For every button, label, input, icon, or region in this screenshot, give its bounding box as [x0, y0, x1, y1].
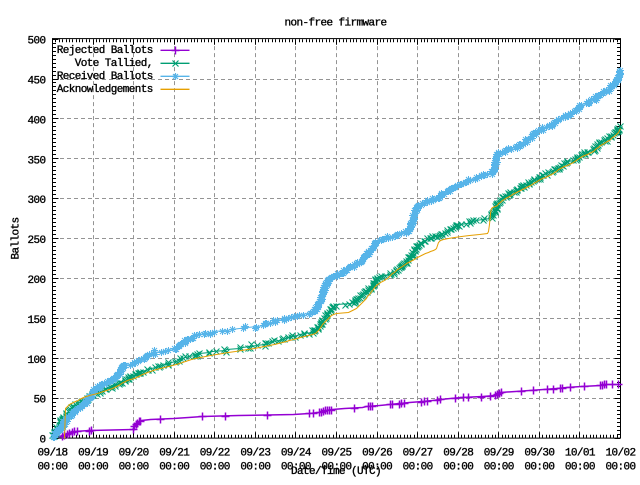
svg-text:00:00: 00:00 — [240, 462, 270, 474]
svg-text:00:00: 00:00 — [524, 462, 554, 474]
svg-text:10/01: 10/01 — [565, 448, 596, 460]
svg-text:09/25: 09/25 — [321, 448, 351, 460]
svg-text:Date/Time (UTC): Date/Time (UTC) — [291, 466, 381, 478]
svg-text:00:00: 00:00 — [565, 462, 595, 474]
svg-text:Acknowledgements: Acknowledgements — [57, 84, 153, 96]
svg-text:09/20: 09/20 — [119, 448, 149, 460]
svg-text:00:00: 00:00 — [281, 462, 311, 474]
svg-text:00:00: 00:00 — [321, 462, 351, 474]
svg-text:100: 100 — [27, 355, 45, 367]
svg-text:0: 0 — [39, 435, 45, 447]
svg-text:00:00: 00:00 — [484, 462, 514, 474]
svg-text:00:00: 00:00 — [37, 462, 67, 474]
svg-text:00:00: 00:00 — [159, 462, 189, 474]
svg-text:09/18: 09/18 — [37, 448, 67, 460]
svg-text:500: 500 — [27, 36, 45, 48]
svg-text:400: 400 — [27, 115, 45, 127]
svg-text:350: 350 — [27, 155, 45, 167]
svg-text:200: 200 — [27, 275, 45, 287]
svg-text:300: 300 — [27, 195, 45, 207]
svg-text:09/27: 09/27 — [403, 448, 433, 460]
svg-text:09/22: 09/22 — [200, 448, 230, 460]
svg-text:250: 250 — [27, 235, 45, 247]
svg-text:Ballots: Ballots — [10, 217, 22, 259]
svg-text:09/30: 09/30 — [524, 448, 554, 460]
svg-text:00:00: 00:00 — [119, 462, 149, 474]
svg-text:09/24: 09/24 — [281, 448, 312, 460]
svg-text:09/26: 09/26 — [362, 448, 392, 460]
svg-text:Vote Tallied,: Vote Tallied, — [75, 58, 153, 70]
svg-text:09/29: 09/29 — [484, 448, 514, 460]
svg-text:09/21: 09/21 — [159, 448, 190, 460]
svg-text:00:00: 00:00 — [362, 462, 392, 474]
svg-text:50: 50 — [33, 395, 45, 407]
svg-text:09/19: 09/19 — [78, 448, 108, 460]
svg-text:09/28: 09/28 — [443, 448, 473, 460]
svg-text:00:00: 00:00 — [605, 462, 635, 474]
svg-text:09/23: 09/23 — [240, 448, 270, 460]
svg-text:non-free firmware: non-free firmware — [284, 18, 386, 30]
svg-text:10/02: 10/02 — [605, 448, 635, 460]
svg-text:450: 450 — [27, 76, 45, 88]
svg-text:150: 150 — [27, 315, 45, 327]
svg-text:00:00: 00:00 — [200, 462, 230, 474]
svg-text:00:00: 00:00 — [443, 462, 473, 474]
svg-text:00:00: 00:00 — [78, 462, 108, 474]
svg-text:Received Ballots: Received Ballots — [57, 71, 153, 83]
svg-text:Rejected Ballots: Rejected Ballots — [57, 45, 153, 57]
svg-text:00:00: 00:00 — [403, 462, 433, 474]
